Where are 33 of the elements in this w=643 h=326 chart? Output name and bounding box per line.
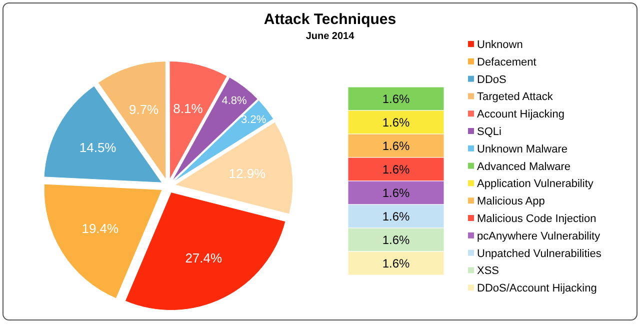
data-label: 9.7% [128,102,160,118]
data-label: 12.9% [228,166,266,182]
legend-label: Unknown Malware [477,143,568,156]
data-label: 1.6% [382,186,410,200]
legend-label: Unpatched Vulnerabilities [477,248,602,260]
data-label: 1.6% [382,256,410,270]
data-label: 3.2% [241,114,266,126]
data-label: 1.6% [382,209,410,224]
data-label: 8.1% [173,100,204,116]
legend-label: Defacement [477,56,536,68]
data-label: 19.4% [82,221,120,236]
data-label: 14.5% [79,140,117,155]
data-label: 27.4% [185,250,223,266]
legend-label: DDoS/Account Hijacking [477,282,597,295]
data-label: 1.6% [382,138,410,153]
legend-label: SQLi [477,126,502,138]
legend-label: DDoS [477,74,506,86]
legend-label: Account Hijacking [477,108,564,121]
data-label: 4.8% [222,94,248,107]
legend-label: Application Vulnerability [477,178,594,190]
legend-label: Advanced Malware [477,160,571,173]
legend-label: Unknown [477,39,523,51]
legend-label: Targeted Attack [477,91,554,104]
chart-subtitle: June 2014 [306,31,355,42]
text: pcAnywhere Vulnerability [477,230,601,242]
data-label: 1.6% [382,92,410,106]
data-label: 1.6% [382,232,410,247]
chart-title: Attack Techniques [264,11,396,28]
legend-label: Malicious Code Injection [477,213,596,225]
data-label: 1.6% [382,162,410,176]
legend-label: XSS [477,265,500,278]
legend-label: Malicious App [477,196,545,208]
data-label: 1.6% [382,115,410,130]
